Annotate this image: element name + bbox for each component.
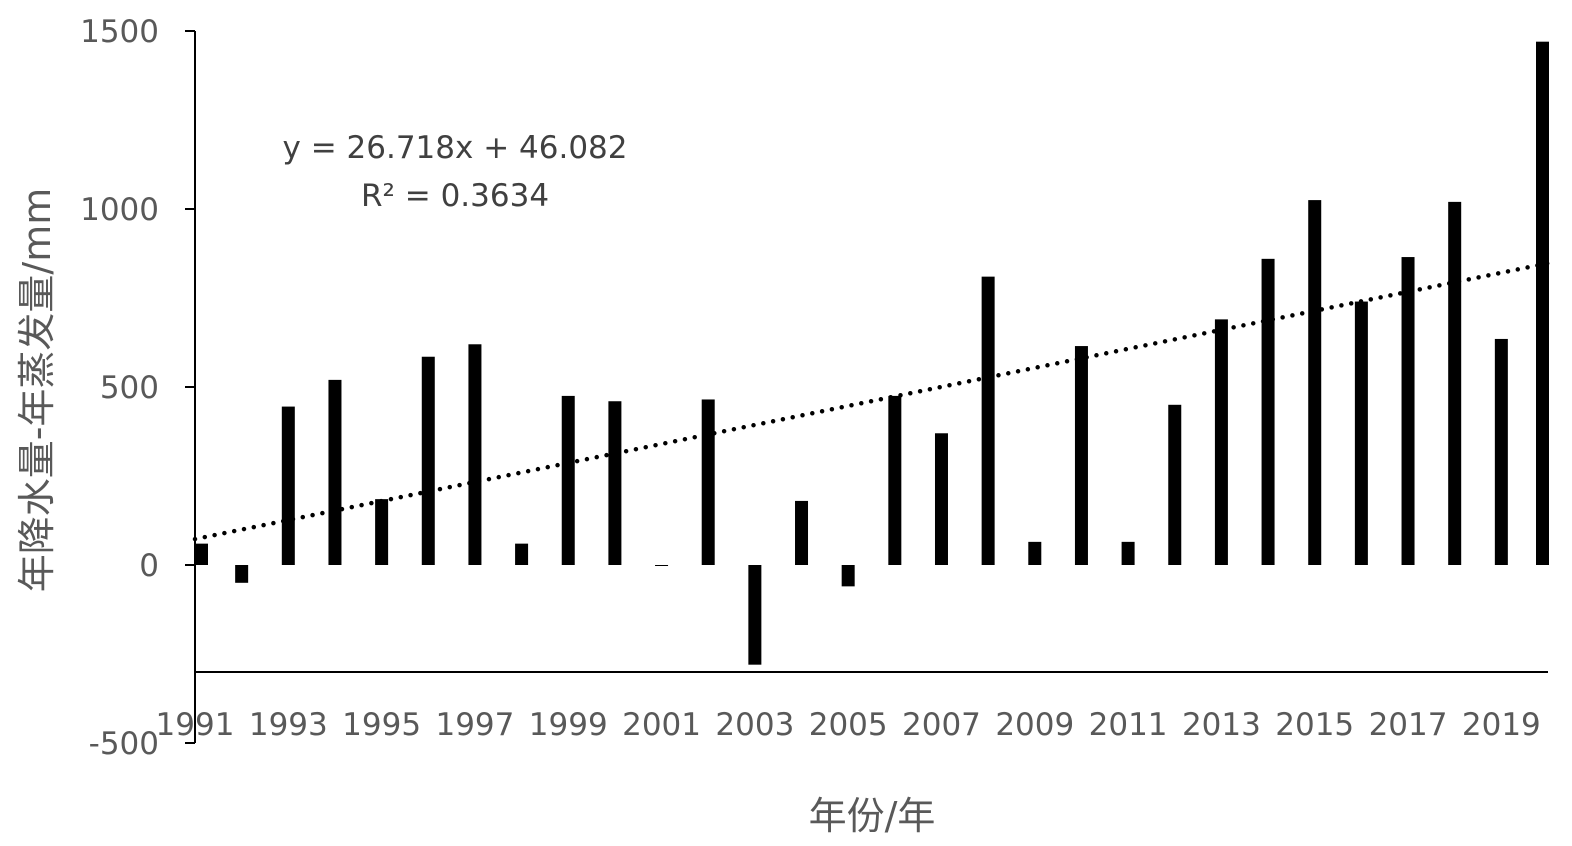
x-tick-label: 1991: [156, 707, 235, 743]
x-tick-label: 2019: [1462, 707, 1541, 743]
bar-2000: [608, 401, 622, 565]
x-tick-label: 2015: [1275, 707, 1354, 743]
bar-2011: [1121, 541, 1135, 565]
trend-r-squared: R² = 0.3634: [361, 178, 549, 214]
x-tick-label: 2001: [622, 707, 701, 743]
y-tick-label: 0: [139, 548, 159, 584]
bar-1997: [468, 344, 482, 565]
bar-1998: [515, 543, 529, 565]
y-tick-label: 1500: [80, 14, 159, 50]
bar-series: [195, 41, 1549, 665]
bar-2018: [1448, 201, 1462, 565]
bar-2004: [795, 500, 809, 565]
y-axis-title: 年降水量-年蒸发量/mm: [15, 188, 59, 593]
bar-2015: [1308, 200, 1322, 565]
bar-2016: [1354, 301, 1368, 565]
x-tick-label: 1999: [529, 707, 608, 743]
bar-2006: [888, 395, 902, 565]
y-tick-label: 500: [100, 370, 159, 406]
bar-1992: [235, 565, 249, 583]
bar-2008: [981, 276, 995, 565]
trendline-path: [192, 260, 1551, 542]
x-tick-label: 2007: [902, 707, 981, 743]
bar-2009: [1028, 541, 1042, 565]
y-tick-label: -500: [89, 726, 159, 762]
bar-2002: [701, 399, 715, 565]
bar-1993: [281, 406, 295, 565]
bar-2007: [934, 433, 948, 565]
x-tick-label: 1995: [342, 707, 421, 743]
x-tick-label: 2009: [995, 707, 1074, 743]
bar-2019: [1494, 338, 1508, 565]
bar-2003: [748, 565, 762, 665]
x-axis-title: 年份/年: [809, 794, 936, 838]
bar-2005: [841, 565, 855, 587]
x-tick-labels: 1991 1993 1995 1997 1999 2001 2003 2005 2007 2009…: [156, 707, 1541, 743]
x-tick-label: 2011: [1089, 707, 1168, 743]
bar-1999: [561, 395, 575, 565]
trendline: [192, 260, 1551, 542]
bar-2014: [1261, 258, 1275, 565]
bar-1995: [375, 499, 389, 565]
y-tick-labels: -500 0 500 1000 1500: [80, 14, 195, 762]
bar-2012: [1168, 404, 1182, 565]
x-tick-label: 1993: [249, 707, 328, 743]
trend-equation: y = 26.718x + 46.082: [283, 130, 628, 166]
x-tick-label: 2005: [809, 707, 888, 743]
bar-2010: [1074, 346, 1088, 565]
bar-1994: [328, 379, 342, 565]
bar-2001: [655, 565, 669, 566]
bar-2013: [1214, 319, 1228, 565]
bar-1996: [421, 356, 435, 565]
x-tick-label: 2013: [1182, 707, 1261, 743]
x-tick-label: 1997: [435, 707, 514, 743]
bar-2020: [1536, 41, 1549, 566]
x-tick-label: 2003: [715, 707, 794, 743]
x-tick-label: 2017: [1369, 707, 1448, 743]
bar-2017: [1401, 257, 1415, 565]
bar-1991: [195, 543, 208, 565]
y-tick-label: 1000: [80, 192, 159, 228]
